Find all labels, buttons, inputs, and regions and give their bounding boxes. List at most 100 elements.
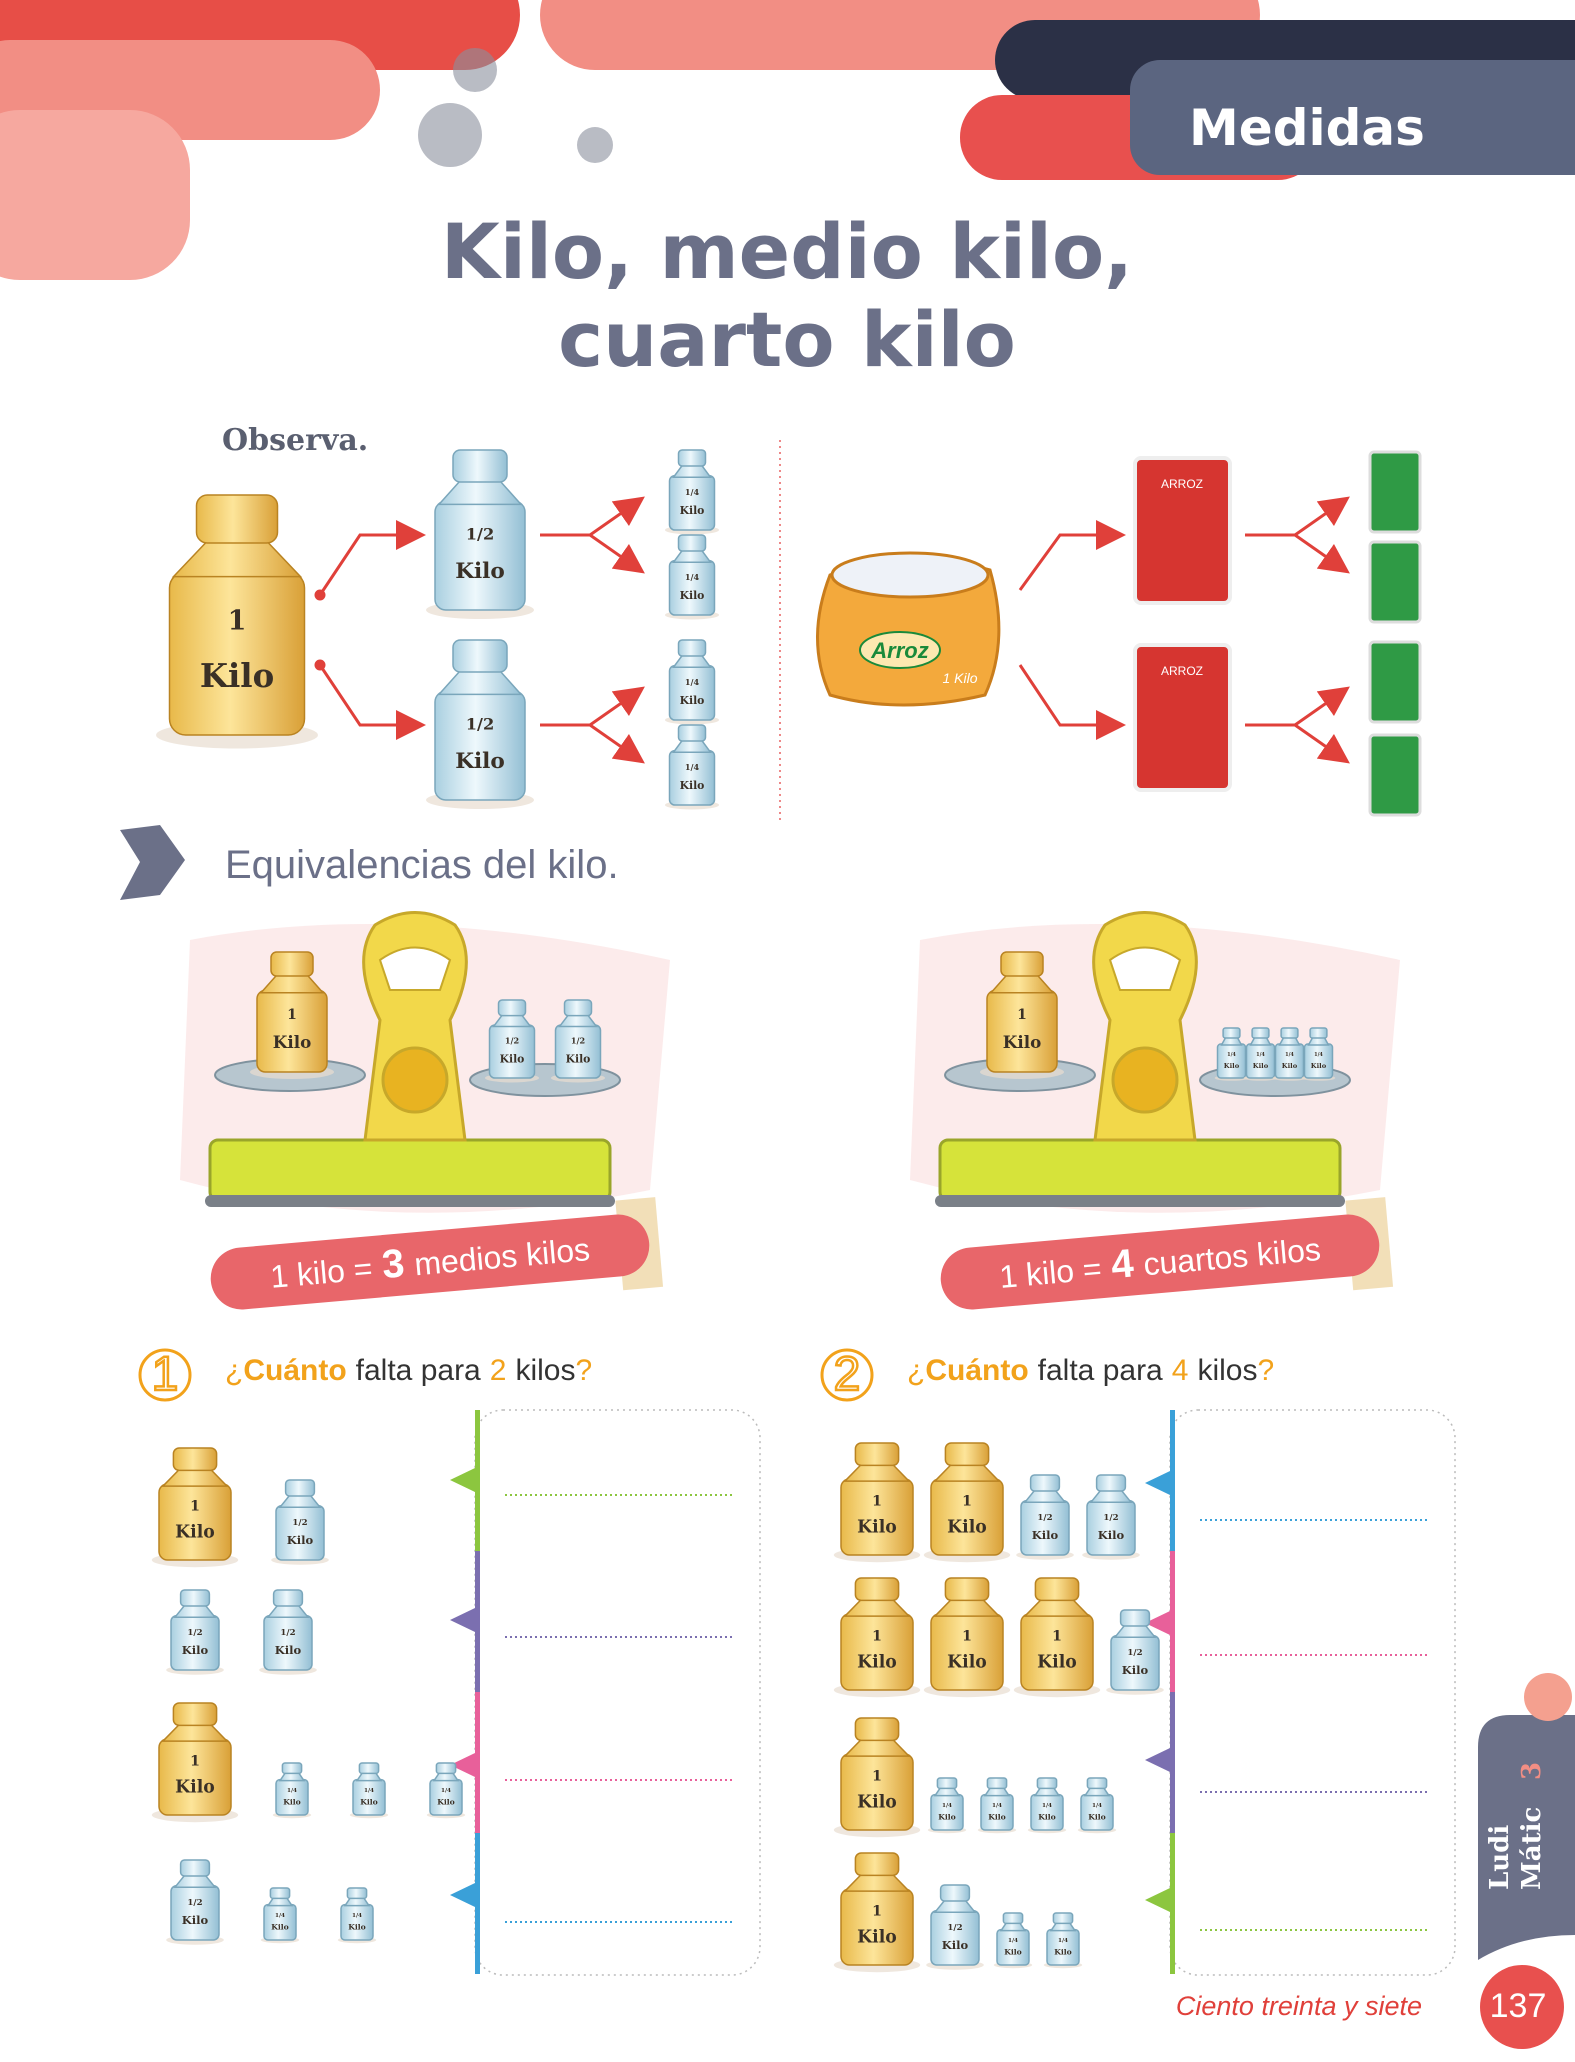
weight-knob	[1034, 1577, 1080, 1602]
weight-label: Kilo	[283, 1798, 301, 1807]
equivalence-label: 1 kilo = 3 medios kilos	[210, 1197, 664, 1310]
weight-label: Kilo	[1122, 1663, 1149, 1677]
weight: 1/2 Kilo	[1082, 1474, 1140, 1560]
weight-label: Kilo	[271, 1923, 289, 1932]
scale-base	[938, 1138, 1342, 1202]
weight-body	[1216, 1043, 1247, 1079]
answer-bar	[1170, 1692, 1175, 1833]
scale-foot	[935, 1195, 1345, 1207]
weight-label: 1	[1017, 1007, 1027, 1023]
weight-knob	[677, 534, 707, 552]
weight-knob	[452, 449, 508, 483]
weight-knob	[272, 1589, 304, 1607]
weight: 1/2 Kilo	[166, 1589, 224, 1675]
weight-label: Kilo	[1054, 1948, 1072, 1957]
weight: 1/4 Kilo	[1214, 1027, 1249, 1081]
weight: 1/2 Kilo	[485, 999, 539, 1083]
answer-marker	[450, 1608, 475, 1632]
rice-bag	[816, 551, 1001, 707]
weight-label: Kilo	[857, 1793, 897, 1813]
question-open: ¿	[225, 1354, 243, 1387]
weight-knob	[854, 1852, 900, 1877]
packages	[1133, 450, 1422, 817]
question-unit: kilos	[1197, 1354, 1257, 1387]
weight-knob	[936, 1777, 958, 1790]
weight: 1/4 Kilo	[349, 1762, 389, 1819]
weight-body	[668, 664, 716, 721]
scale-dial	[1108, 946, 1182, 991]
weight-body	[1245, 1043, 1276, 1079]
answer-marker	[450, 1753, 475, 1777]
weight-label: Kilo	[857, 1653, 897, 1673]
weight-label: Kilo	[938, 1813, 956, 1822]
weight-knob	[939, 1884, 971, 1902]
weight-label: 1/2	[466, 525, 494, 544]
weight-label: Kilo	[437, 1798, 455, 1807]
weight-knob	[270, 951, 314, 977]
weight-label: 1	[190, 1753, 200, 1770]
weight-body	[668, 474, 716, 531]
weight-label: Kilo	[1253, 1062, 1269, 1070]
weight-label: 1/4	[685, 572, 700, 582]
weight: 1/4 Kilo	[665, 449, 719, 535]
answer-bar	[1170, 1410, 1175, 1551]
question-body: falta para	[1038, 1354, 1163, 1387]
weight: 1/4 Kilo	[1027, 1777, 1067, 1834]
weight-label: Kilo	[360, 1798, 378, 1807]
side-tab-text: Ludi	[1485, 1825, 1515, 1890]
bag-brand: Arroz	[870, 638, 928, 663]
weight: 1 Kilo	[923, 1577, 1011, 1698]
weight-label: 1/2	[187, 1628, 202, 1638]
weight-body	[1303, 1043, 1334, 1079]
weight-label: Kilo	[200, 657, 274, 695]
page-number: 137	[1490, 1987, 1547, 2025]
weight-label: 1	[872, 1493, 882, 1510]
weight-label: 1	[872, 1628, 882, 1645]
weight-label: Kilo	[857, 1518, 897, 1538]
weight-knob	[986, 1777, 1008, 1790]
equivalence-start: 1 kilo =	[269, 1250, 374, 1295]
weight: 1/2 Kilo	[926, 1884, 984, 1970]
label-pill	[210, 1214, 650, 1310]
weight-knob	[346, 1887, 368, 1900]
weight-label: Kilo	[1003, 1032, 1042, 1052]
equivalence-label: 1 kilo = 4 cuartos kilos	[940, 1197, 1394, 1310]
weight: 1 Kilo	[156, 494, 318, 749]
answer-marker	[1145, 1471, 1170, 1495]
weight-label: Kilo	[455, 749, 505, 774]
package-label: ARROZ	[1161, 664, 1203, 678]
weight-label: 1/4	[1008, 1938, 1018, 1944]
header-decoration	[0, 0, 1575, 280]
weight-knob	[1280, 1027, 1299, 1039]
weight-knob	[944, 1442, 990, 1467]
weight-label: 1	[962, 1493, 972, 1510]
weight: 1 Kilo	[1013, 1577, 1101, 1698]
weight-label: Kilo	[857, 1928, 897, 1948]
question-number: 2	[834, 1348, 861, 1401]
weight-knob	[1309, 1027, 1328, 1039]
weight-label: 1/4	[992, 1803, 1002, 1809]
weight: 1/2 Kilo	[259, 1589, 317, 1675]
weight: 1/2 Kilo	[426, 449, 534, 619]
scale-dial	[378, 946, 452, 991]
weight-label: 1/2	[292, 1518, 307, 1528]
weight-knob	[1251, 1027, 1270, 1039]
observe-heading: Observa.	[222, 423, 368, 458]
weight: 1/2 Kilo	[426, 639, 534, 809]
weight-knob	[1119, 1609, 1151, 1627]
weight-knob	[854, 1442, 900, 1467]
answer-marker	[1145, 1748, 1170, 1772]
weight-knob	[677, 449, 707, 467]
weight-label: 1/4	[1092, 1803, 1102, 1809]
weight: 1/2 Kilo	[1106, 1609, 1164, 1695]
question-text: ¿Cuánto falta para 2 kilos?	[225, 1354, 592, 1387]
weight-label: Kilo	[175, 1523, 215, 1543]
weight-knob	[944, 1577, 990, 1602]
weight-body	[668, 749, 716, 806]
question-body: falta para	[356, 1354, 481, 1387]
weight-shoulder	[171, 537, 303, 578]
question-open: ¿	[907, 1354, 925, 1387]
weight-body	[434, 690, 526, 801]
weight-label: Kilo	[182, 1913, 209, 1927]
